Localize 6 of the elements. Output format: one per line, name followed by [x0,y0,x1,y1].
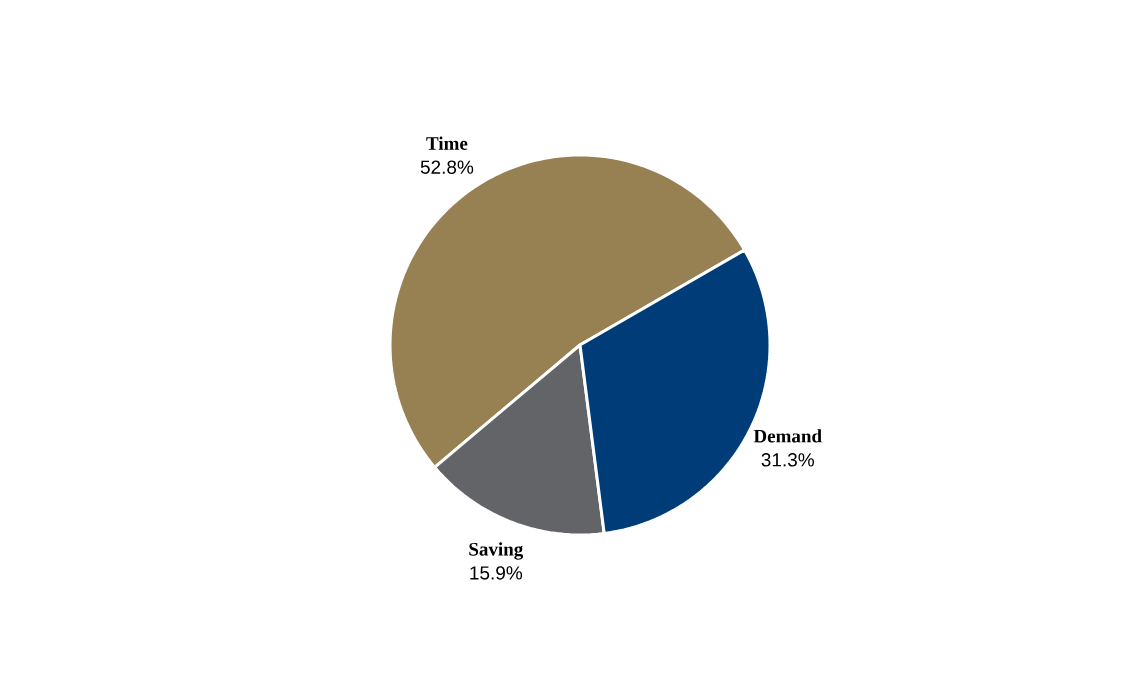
data-label: 52.8% [420,160,474,174]
slice-label: Time [426,136,468,150]
data-label: 31.3% [761,453,814,467]
slice-label: Demand [753,429,822,443]
data-label: 15.9% [470,566,523,580]
slice-label: Saving [469,542,524,560]
